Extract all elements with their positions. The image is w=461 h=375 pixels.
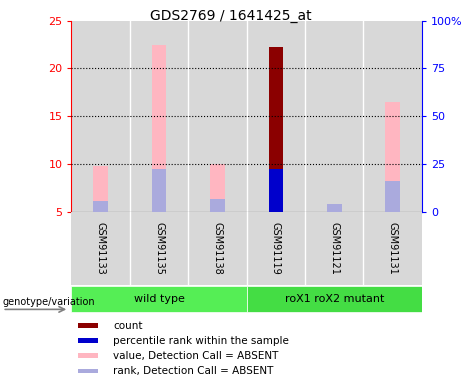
Bar [152, 169, 166, 212]
Text: GSM91133: GSM91133 [95, 222, 106, 275]
Text: count: count [113, 321, 143, 331]
Text: genotype/variation: genotype/variation [2, 297, 95, 307]
Bar [210, 200, 225, 212]
Bar [93, 166, 108, 212]
FancyBboxPatch shape [247, 286, 422, 312]
Text: rank, Detection Call = ABSENT: rank, Detection Call = ABSENT [113, 366, 274, 375]
Bar [385, 181, 400, 212]
Bar [247, 21, 305, 212]
Bar [268, 47, 283, 212]
Text: GSM91131: GSM91131 [388, 222, 398, 275]
Bar [152, 45, 166, 212]
Text: GDS2769 / 1641425_at: GDS2769 / 1641425_at [150, 9, 311, 23]
Bar [268, 169, 283, 212]
Text: roX1 roX2 mutant: roX1 roX2 mutant [284, 294, 384, 304]
Bar [188, 21, 247, 212]
Bar [363, 21, 422, 212]
Text: GSM91135: GSM91135 [154, 222, 164, 275]
Bar [385, 102, 400, 212]
Text: GSM91138: GSM91138 [213, 222, 223, 275]
FancyBboxPatch shape [71, 286, 247, 312]
Bar [130, 21, 188, 212]
FancyBboxPatch shape [78, 354, 98, 358]
Text: GSM91119: GSM91119 [271, 222, 281, 275]
Bar [210, 164, 225, 212]
Text: percentile rank within the sample: percentile rank within the sample [113, 336, 290, 346]
Text: value, Detection Call = ABSENT: value, Detection Call = ABSENT [113, 351, 279, 361]
FancyBboxPatch shape [78, 369, 98, 373]
Bar [93, 201, 108, 212]
Bar [305, 21, 363, 212]
FancyBboxPatch shape [78, 323, 98, 328]
Bar [71, 21, 130, 212]
Text: wild type: wild type [134, 294, 184, 304]
Bar [327, 204, 342, 212]
Text: GSM91121: GSM91121 [329, 222, 339, 275]
FancyBboxPatch shape [78, 338, 98, 343]
